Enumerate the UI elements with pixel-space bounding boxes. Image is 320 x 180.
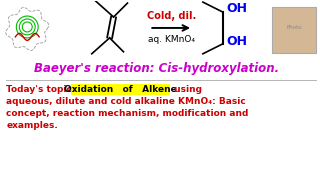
Text: concept, reaction mechanism, modification and: concept, reaction mechanism, modificatio… [6, 109, 249, 118]
FancyBboxPatch shape [71, 84, 170, 95]
Text: OH: OH [227, 35, 248, 48]
Text: Cold, dil.: Cold, dil. [147, 11, 196, 21]
Text: Today's topic:: Today's topic: [6, 85, 82, 94]
Text: Oxidation   of   Alkene: Oxidation of Alkene [64, 85, 177, 94]
Text: Baeyer's reaction: Cis-hydroxylation.: Baeyer's reaction: Cis-hydroxylation. [34, 62, 279, 75]
Text: aq. KMnO₄: aq. KMnO₄ [148, 35, 195, 44]
FancyBboxPatch shape [272, 7, 316, 53]
Text: using: using [171, 85, 202, 94]
Text: Photo: Photo [286, 25, 302, 30]
Text: OH: OH [227, 2, 248, 15]
Text: examples.: examples. [6, 121, 58, 130]
Text: aqueous, dilute and cold alkaline KMnO₄: Basic: aqueous, dilute and cold alkaline KMnO₄:… [6, 97, 246, 106]
